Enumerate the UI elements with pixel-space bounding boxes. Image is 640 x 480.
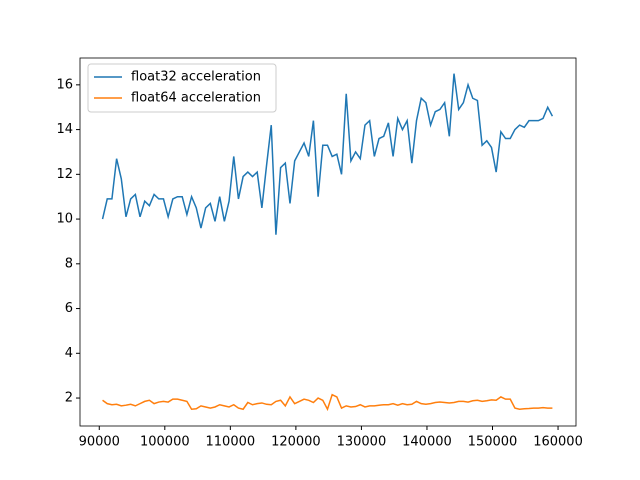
legend-box — [87, 63, 277, 113]
x-tick-label: 150000 — [468, 435, 518, 450]
series-line — [102, 393, 553, 412]
x-tick-label: 100000 — [140, 435, 190, 450]
y-tick-label: 2 — [65, 391, 73, 406]
x-tick-label: 130000 — [337, 435, 387, 450]
series-line — [101, 73, 554, 235]
y-tick-label: 10 — [56, 212, 73, 227]
axes-frame — [79, 57, 577, 427]
y-tick-label: 8 — [65, 256, 73, 271]
legend-label: float32 acceleration — [131, 70, 261, 85]
x-tick-label: 110000 — [206, 435, 256, 450]
x-tick-label: 140000 — [402, 435, 452, 450]
x-tick-label: 160000 — [533, 435, 583, 450]
y-tick-label: 16 — [56, 77, 73, 92]
y-tick-label: 6 — [65, 301, 73, 316]
y-tick-label: 4 — [65, 346, 73, 361]
legend-label: float64 acceleration — [131, 91, 261, 106]
x-tick-label: 120000 — [271, 435, 321, 450]
y-tick-label: 14 — [56, 122, 73, 137]
x-tick-label: 90000 — [79, 435, 120, 450]
y-tick-label: 12 — [56, 167, 73, 182]
